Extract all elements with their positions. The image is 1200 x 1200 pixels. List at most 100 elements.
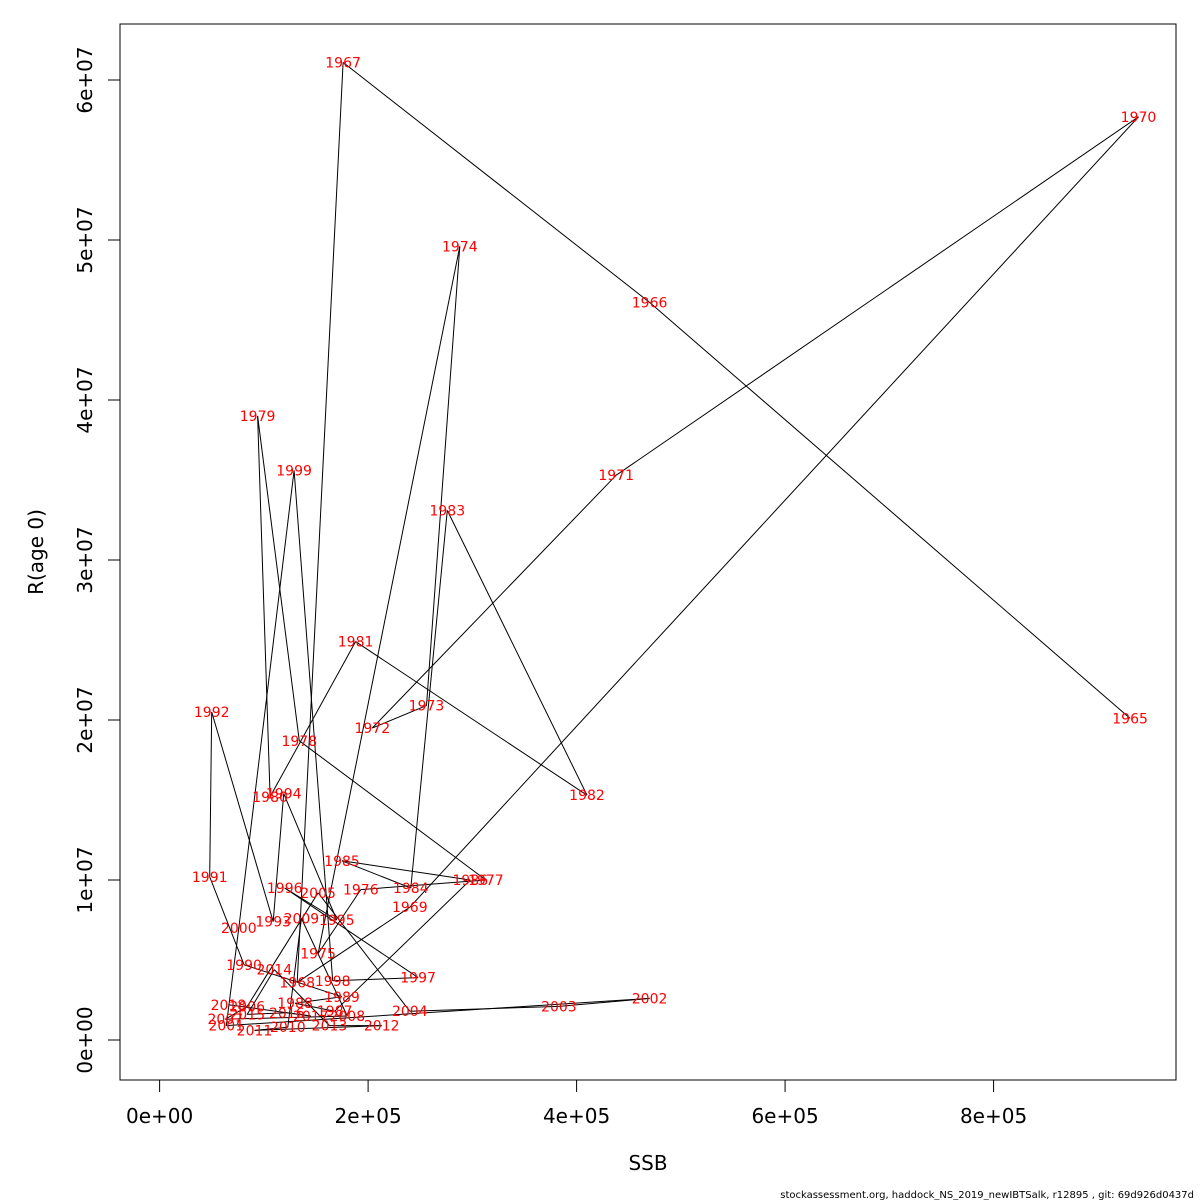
series-segment <box>341 860 471 881</box>
point-label: 1993 <box>255 915 291 931</box>
series-segment <box>426 246 461 706</box>
point-label: 1978 <box>281 734 317 750</box>
point-label: 2014 <box>256 963 292 979</box>
series-segment <box>211 711 274 922</box>
point-label: 1972 <box>354 721 390 737</box>
series-segment <box>254 1025 382 1031</box>
series-segment <box>209 711 213 877</box>
point-label: 1985 <box>324 854 360 870</box>
series-segment <box>341 860 411 889</box>
point-label: 2009 <box>284 911 320 927</box>
x-axis-title: SSB <box>628 1151 667 1175</box>
series-segment <box>243 964 343 998</box>
series-segment <box>246 969 275 1015</box>
point-label: 2008 <box>329 1009 365 1025</box>
series-segment <box>317 892 411 1012</box>
point-label: 1969 <box>392 900 428 916</box>
y-tick-label: 6e+07 <box>73 46 97 113</box>
point-label: 1984 <box>393 881 429 897</box>
point-label: 1970 <box>1121 110 1157 126</box>
x-tick-label: 8e+05 <box>960 1104 1027 1128</box>
x-tick-label: 2e+05 <box>334 1104 401 1128</box>
point-label: 2003 <box>541 999 577 1015</box>
series-segment <box>209 876 245 965</box>
point-label: 2004 <box>392 1004 428 1020</box>
series-segment <box>300 918 348 1017</box>
series-segment <box>228 1004 311 1017</box>
point-label: 2010 <box>270 1020 306 1036</box>
series-segment <box>247 1012 287 1015</box>
series-segment <box>355 641 588 796</box>
point-label: 1974 <box>442 239 478 255</box>
point-label: 1992 <box>194 705 230 721</box>
series-segment <box>272 793 285 922</box>
point-label: 1996 <box>267 881 303 897</box>
point-label: 1980 <box>252 790 288 806</box>
series-segment <box>287 918 302 1028</box>
y-tick-label: 1e+07 <box>73 846 97 913</box>
series-segment <box>225 1015 348 1020</box>
point-label: 2015 <box>229 1007 265 1023</box>
series-segment <box>226 997 650 1027</box>
series-segment <box>293 470 334 981</box>
series-segment <box>410 510 448 889</box>
series-segment <box>558 997 650 1007</box>
series-layer <box>209 62 1139 1031</box>
point-label: 2002 <box>632 991 668 1007</box>
series-segment <box>371 474 617 729</box>
x-tick-label: 6e+05 <box>751 1104 818 1128</box>
point-label-layer: 1965 1966 1967 1968 1969 1970 1971 1972 1973 1974… <box>192 55 1156 1039</box>
series-segment <box>283 793 338 921</box>
series-segment <box>238 470 295 929</box>
series-segment <box>257 415 271 797</box>
point-label: 1982 <box>569 788 605 804</box>
series-segment <box>273 969 330 1026</box>
y-tick-label: 4e+07 <box>73 366 97 433</box>
point-label: 1997 <box>400 971 436 987</box>
series-segment <box>332 977 419 982</box>
point-label: 2006 <box>229 999 265 1015</box>
point-label: 2005 <box>300 886 336 902</box>
point-label: 1979 <box>240 409 276 425</box>
point-label: 1987 <box>317 1004 353 1020</box>
y-axis: 0e+00 1e+07 2e+07 3e+07 4e+07 5e+07 6e+07 <box>73 46 121 1074</box>
series-segment <box>615 116 1139 476</box>
point-label: 1967 <box>325 55 361 71</box>
y-tick-label: 2e+07 <box>73 686 97 753</box>
x-tick-label: 4e+05 <box>543 1104 610 1128</box>
series-segment <box>284 887 419 979</box>
point-label: 2012 <box>364 1019 400 1035</box>
x-axis: 0e+00 2e+05 4e+05 6e+05 8e+05 <box>126 1079 1027 1128</box>
point-label: 1981 <box>338 635 374 651</box>
series-segment <box>649 302 1131 719</box>
point-label: 2017 <box>293 1009 329 1025</box>
point-label: 1971 <box>598 468 634 484</box>
point-label: 1976 <box>343 883 379 899</box>
y-tick-label: 3e+07 <box>73 526 97 593</box>
series-segment <box>409 116 1139 908</box>
series-segment <box>372 705 427 729</box>
series-segment <box>225 1005 248 1020</box>
point-label: 1968 <box>279 975 315 991</box>
series-segment <box>296 906 411 983</box>
series-segment <box>342 62 650 303</box>
point-label: 1995 <box>319 913 355 929</box>
y-tick-label: 0e+00 <box>73 1006 97 1073</box>
point-label: 1973 <box>409 699 445 715</box>
point-label: 1989 <box>324 990 360 1006</box>
point-label: 1975 <box>300 947 336 963</box>
series-segment <box>317 246 461 954</box>
point-label: 2016 <box>269 1006 305 1022</box>
y-axis-title: R(age 0) <box>24 509 48 595</box>
y-tick-label: 5e+07 <box>73 206 97 273</box>
point-label: 2007 <box>207 1012 243 1028</box>
series-segment <box>409 1005 559 1012</box>
point-label: 1966 <box>632 295 668 311</box>
series-segment <box>360 879 486 891</box>
series-segment <box>334 879 471 1012</box>
footer-credit: stockassessment.org, haddock_NS_2019_new… <box>780 1190 1194 1200</box>
point-label: 1983 <box>429 503 465 519</box>
point-label: 2013 <box>312 1019 348 1035</box>
